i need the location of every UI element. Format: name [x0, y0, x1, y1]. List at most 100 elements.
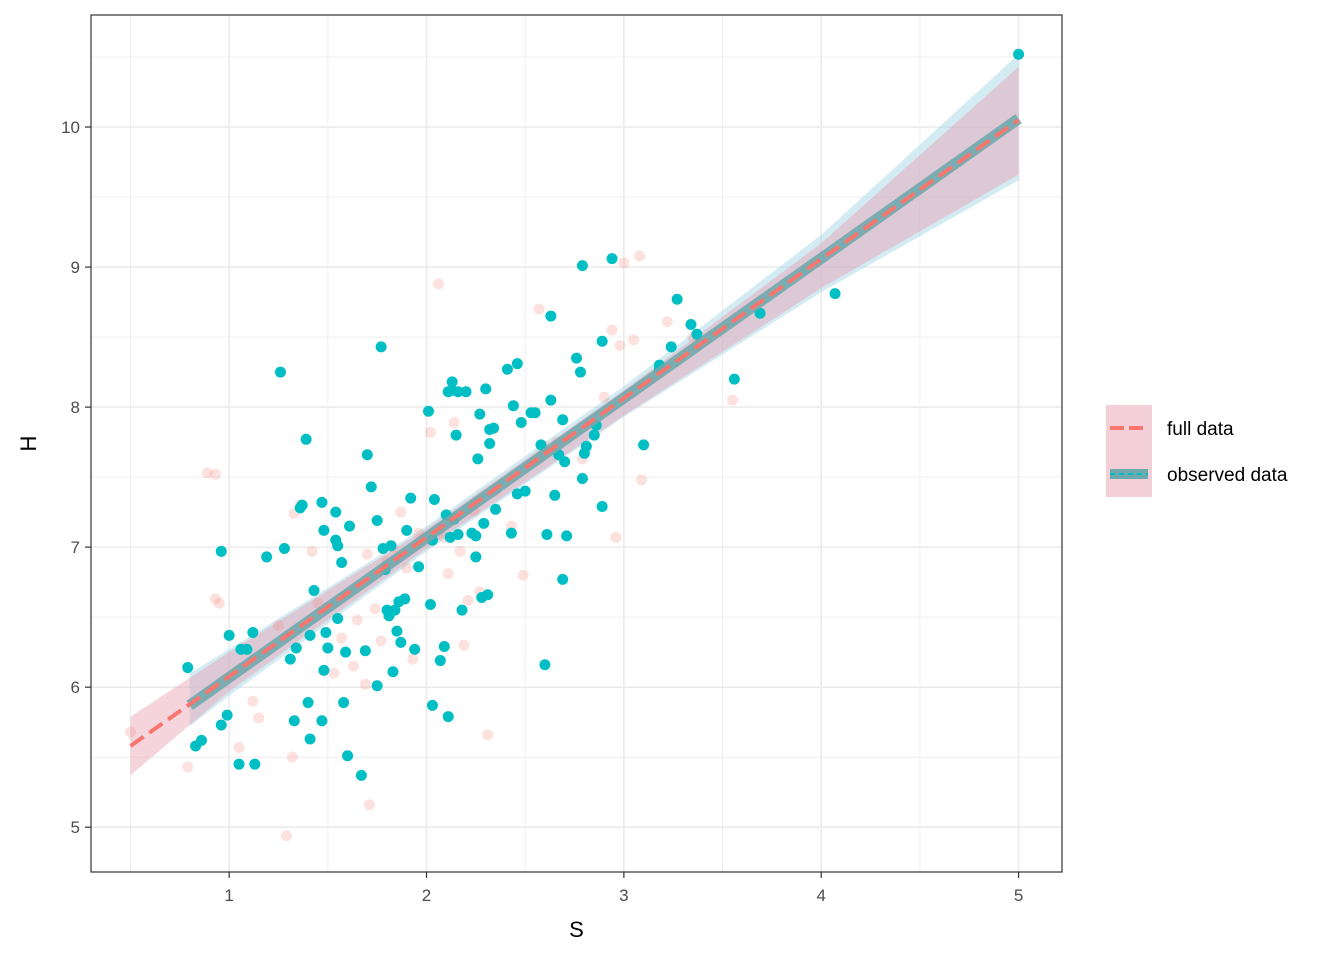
data-point-observed — [405, 492, 417, 504]
data-point-observed — [290, 642, 302, 654]
data-point-full — [272, 620, 284, 632]
x-tick-label: 3 — [619, 886, 628, 905]
data-point-full — [424, 426, 436, 438]
data-point-observed — [223, 629, 235, 641]
data-point-full — [482, 729, 494, 741]
data-point-observed — [505, 527, 517, 539]
data-point-observed — [606, 253, 618, 265]
data-point-full — [280, 830, 292, 842]
data-point-observed — [274, 366, 286, 378]
data-point-observed — [691, 328, 703, 340]
data-point-observed — [460, 386, 472, 398]
data-point-observed — [336, 557, 348, 569]
data-point-observed — [304, 733, 316, 745]
data-point-observed — [330, 506, 342, 518]
y-tick-label: 7 — [71, 538, 80, 557]
x-tick-label: 2 — [422, 886, 431, 905]
plot-panel — [90, 14, 1063, 873]
data-point-observed — [576, 260, 588, 272]
data-point-full — [606, 324, 618, 336]
data-point-observed — [304, 629, 316, 641]
data-point-full — [363, 799, 375, 811]
data-point-observed — [576, 473, 588, 485]
data-point-observed — [484, 438, 496, 449]
data-point-full — [359, 678, 371, 690]
data-point-full — [201, 467, 213, 479]
data-point-full — [336, 632, 348, 644]
regression-lines — [129, 114, 1022, 748]
data-point-observed — [426, 699, 438, 711]
data-point-observed — [338, 697, 350, 709]
data-point-full — [610, 531, 622, 543]
data-point-full — [407, 653, 419, 665]
data-point-observed — [233, 758, 245, 770]
legend-label-observed-data: observed data — [1167, 465, 1288, 486]
data-point-full — [614, 339, 626, 351]
data-point-full — [598, 391, 610, 403]
data-point-observed — [387, 666, 399, 678]
data-point-observed — [452, 386, 464, 398]
legend-label-full-data: full data — [1167, 419, 1234, 440]
data-point-full — [458, 639, 470, 651]
panel-border — [90, 14, 1063, 873]
data-point-observed — [249, 758, 261, 770]
data-point-observed — [638, 439, 650, 451]
data-point-observed — [389, 604, 401, 616]
data-point-observed — [424, 599, 436, 611]
data-point-observed — [541, 529, 553, 541]
data-point-observed — [316, 715, 328, 727]
data-point-observed — [344, 520, 356, 532]
data-point-observed — [515, 416, 527, 428]
data-point-observed — [365, 481, 377, 493]
data-point-observed — [401, 524, 413, 536]
data-point-observed — [196, 734, 208, 746]
y-tick-label: 9 — [71, 258, 80, 277]
data-point-observed — [438, 641, 450, 653]
data-point-observed — [596, 335, 608, 347]
data-point-full — [124, 726, 136, 738]
data-point-observed — [342, 750, 354, 762]
data-point-full — [209, 593, 221, 605]
data-point-observed — [371, 515, 383, 527]
data-point-full — [726, 394, 738, 406]
data-point-observed — [580, 440, 592, 452]
data-point-observed — [395, 636, 407, 648]
y-tick-label: 5 — [71, 818, 80, 837]
data-point-full — [517, 569, 529, 581]
data-point-full — [209, 468, 221, 480]
y-tick-label: 6 — [71, 678, 80, 697]
data-point-observed — [340, 646, 352, 658]
data-point-observed — [296, 499, 308, 511]
data-point-observed — [1013, 48, 1025, 60]
data-point-full — [328, 667, 340, 679]
data-point-observed — [320, 627, 332, 639]
data-point-full — [213, 597, 225, 609]
data-point-observed — [316, 496, 328, 508]
data-point-observed — [665, 341, 677, 353]
data-point-observed — [278, 543, 290, 555]
data-point-observed — [247, 627, 259, 639]
data-point-observed — [545, 394, 557, 406]
data-point-full — [361, 548, 373, 560]
data-point-observed — [215, 545, 227, 557]
data-point-observed — [545, 310, 557, 322]
data-point-observed — [318, 664, 330, 676]
data-point-observed — [359, 645, 371, 657]
data-point-observed — [596, 501, 608, 513]
data-point-full — [636, 474, 648, 486]
axes: 1 2 3 4 5 5 6 7 8 9 10 — [61, 118, 1023, 905]
data-point-observed — [422, 405, 434, 417]
legend: full data observed data — [1106, 405, 1288, 497]
data-point-observed — [288, 715, 300, 727]
data-point-full — [351, 614, 363, 626]
data-point-full — [442, 568, 454, 580]
data-point-observed — [456, 604, 468, 616]
x-tick-label: 1 — [224, 886, 233, 905]
data-point-observed — [361, 449, 373, 461]
data-point-observed — [685, 318, 697, 330]
data-point-full — [247, 695, 259, 707]
data-point-full — [369, 603, 381, 615]
y-tick-label: 8 — [71, 398, 80, 417]
data-point-observed — [241, 643, 253, 655]
